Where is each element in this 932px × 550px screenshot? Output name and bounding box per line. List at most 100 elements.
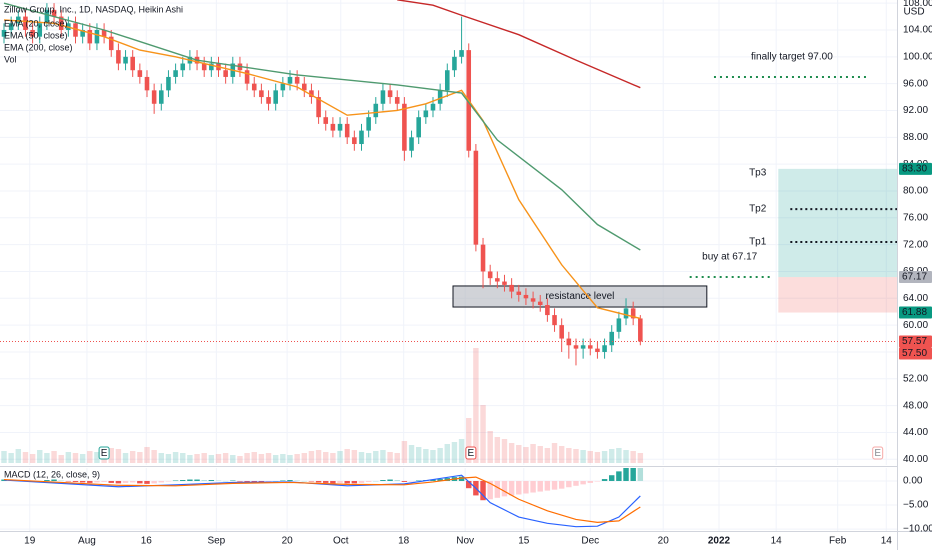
x-tick-label: 20: [282, 536, 294, 547]
candle-body: [37, 23, 43, 37]
volume-bar: [29, 454, 36, 463]
volume-bar: [430, 450, 436, 463]
macd-histogram-bar: [308, 480, 315, 482]
tp-label: Tp3: [749, 168, 767, 179]
candle-body: [266, 97, 271, 104]
candle-body: [73, 23, 78, 37]
x-tick-label: 20: [658, 536, 670, 547]
resistance-label: resistance level: [545, 291, 614, 302]
candle-body: [595, 348, 600, 352]
macd-histogram-bar: [101, 480, 107, 482]
macd-histogram-bar: [294, 480, 300, 482]
earnings-marker: [98, 446, 110, 460]
volume-bar: [337, 451, 343, 463]
volume-bar: [408, 445, 415, 463]
volume-bar: [22, 452, 29, 463]
macd-histogram-bar: [115, 480, 122, 484]
volume-bar: [172, 452, 179, 463]
x-tick-label: 14: [881, 536, 893, 547]
macd-histogram-bar: [601, 479, 608, 481]
candle-body: [166, 76, 171, 91]
candle-body: [316, 97, 321, 118]
macd-histogram-bar: [380, 480, 386, 481]
macd-histogram-bar: [330, 480, 336, 484]
candle-body: [108, 36, 114, 51]
macd-histogram-bar: [265, 480, 272, 482]
macd-histogram-bar: [501, 480, 508, 497]
candle-body: [223, 70, 228, 77]
volume-bar: [1, 451, 7, 463]
volume-bar: [637, 453, 644, 463]
volume-bar: [15, 449, 22, 463]
macd-histogram-bar: [637, 468, 644, 481]
candle-body: [259, 90, 264, 98]
earnings-marker: [465, 446, 477, 460]
macd-histogram-bar: [616, 471, 622, 481]
price-badge-label: 57.57: [902, 336, 927, 347]
macd-histogram-bar: [280, 480, 286, 482]
x-tick-label: 14: [771, 536, 783, 547]
macd-histogram-bar: [351, 480, 358, 484]
price-badge-label: 83.30: [902, 163, 927, 174]
x-tick-label: Sep: [207, 536, 225, 547]
candle-body: [294, 76, 300, 84]
candle-body: [1, 29, 7, 37]
candle-body: [144, 76, 150, 91]
y-tick-label: 88.00: [903, 132, 928, 143]
volume-bar: [129, 451, 136, 463]
volume-bar: [594, 452, 601, 463]
volume-bar: [180, 453, 186, 463]
candle-body: [394, 97, 400, 104]
macd-histogram-bar: [58, 480, 64, 482]
volume-bar: [108, 448, 114, 463]
volume-bar: [72, 453, 79, 463]
macd-histogram-bar: [172, 480, 179, 482]
x-tick-label: 16: [141, 536, 153, 547]
volume-bar: [566, 448, 572, 463]
macd-histogram-bar: [344, 480, 350, 484]
macd-histogram-bar: [201, 480, 207, 481]
ema-line: [397, 0, 641, 89]
macd-histogram-bar: [408, 480, 415, 482]
candle-body: [509, 284, 514, 292]
macd-histogram-bar: [566, 480, 572, 488]
candle-body: [173, 70, 178, 77]
candle-body: [280, 83, 286, 91]
volume-bar: [194, 454, 200, 463]
macd-histogram-bar: [272, 480, 279, 482]
candle-body: [51, 9, 57, 17]
candle-body: [309, 90, 314, 98]
volume-bar: [294, 454, 300, 463]
macd-histogram-bar: [623, 468, 629, 481]
volume-bar: [587, 451, 593, 463]
volume-bar: [301, 453, 308, 463]
macd-pane: [0, 468, 897, 531]
macd-histogram-bar: [122, 480, 129, 483]
candle-body: [502, 281, 507, 285]
price-badge-label: 61.88: [902, 307, 927, 318]
volume-bar: [437, 448, 443, 463]
volume-bar: [494, 437, 501, 463]
volume-bar: [158, 453, 165, 463]
candle-body: [23, 16, 28, 30]
macd-histogram-bar: [187, 479, 193, 481]
macd-histogram-bar: [72, 480, 79, 482]
candle-body: [244, 70, 250, 84]
macd-histogram-bar: [537, 480, 543, 492]
chart-title: Zillow Group, Inc., 1D, NASDAQ, Heikin A…: [4, 4, 183, 14]
volume-bar: [616, 448, 622, 463]
macd-histogram-bar: [544, 480, 551, 491]
y-tick-label: 92.00: [903, 105, 928, 116]
candle-body: [44, 9, 50, 24]
candle-body: [480, 244, 486, 272]
candle-body: [638, 318, 643, 342]
candle-body: [409, 137, 414, 151]
candle-body: [8, 23, 14, 30]
annotation-text: finally target 97.00: [751, 52, 833, 63]
volume-bar: [401, 441, 408, 463]
y-tick-label: −10.00: [903, 524, 932, 535]
macd-histogram-bar: [415, 480, 422, 482]
macd-histogram-bar: [94, 480, 100, 483]
volume-bar: [508, 443, 515, 463]
volume-bar: [58, 455, 64, 463]
